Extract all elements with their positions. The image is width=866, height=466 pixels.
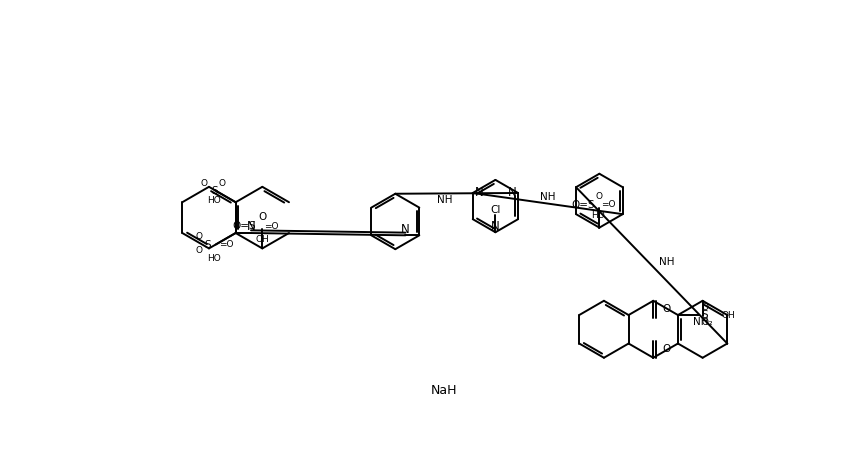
Text: O=S: O=S <box>571 199 595 210</box>
Text: O: O <box>662 344 671 354</box>
Text: O: O <box>701 318 708 327</box>
Text: N: N <box>491 219 500 233</box>
Text: O: O <box>596 192 603 200</box>
Text: =O: =O <box>219 240 233 249</box>
Text: O: O <box>218 179 225 188</box>
Text: NaH: NaH <box>430 384 457 397</box>
Text: O: O <box>662 304 671 314</box>
Text: =O: =O <box>601 200 616 209</box>
Text: O: O <box>258 212 267 222</box>
Text: Cl: Cl <box>490 205 501 215</box>
Text: S: S <box>204 240 211 250</box>
Text: N: N <box>507 186 516 199</box>
Text: OH: OH <box>721 310 735 320</box>
Text: N: N <box>247 220 255 233</box>
Text: O: O <box>200 179 207 188</box>
Text: O: O <box>195 233 202 241</box>
Text: S: S <box>211 186 217 197</box>
Text: NH: NH <box>540 192 555 202</box>
Text: HO: HO <box>591 211 604 220</box>
Text: NH: NH <box>659 256 675 267</box>
Text: N: N <box>401 223 410 236</box>
Text: HO: HO <box>208 196 221 205</box>
Text: =O: =O <box>264 222 278 231</box>
Text: S: S <box>701 310 708 320</box>
Text: O: O <box>195 246 202 255</box>
Text: OH: OH <box>255 235 269 244</box>
Text: O: O <box>701 303 708 312</box>
Text: NH₂: NH₂ <box>693 317 713 327</box>
Text: NH: NH <box>437 194 453 205</box>
Text: HO: HO <box>207 254 221 263</box>
Text: N: N <box>475 186 483 199</box>
Text: O=S: O=S <box>233 221 256 231</box>
